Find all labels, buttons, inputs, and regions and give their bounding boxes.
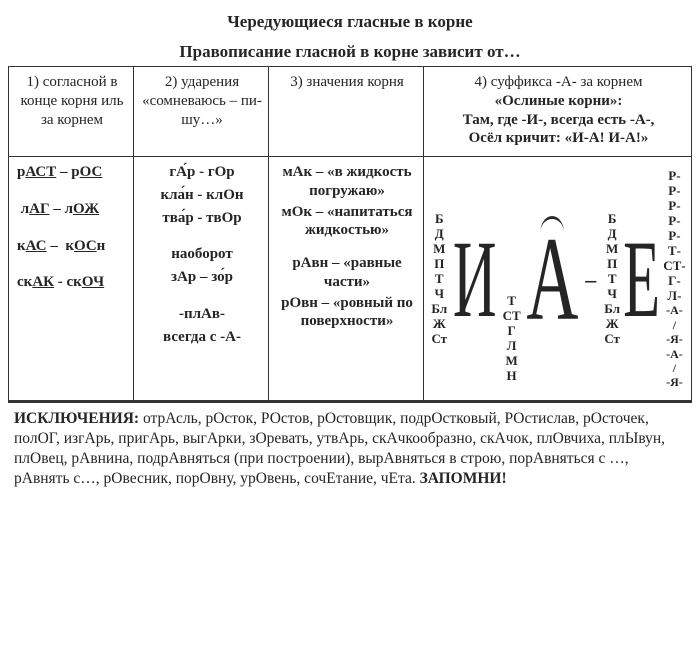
big-letter-e: Е	[623, 230, 660, 329]
stack-letter: Ч	[604, 287, 620, 302]
stack-letter: П	[431, 257, 447, 272]
left-stack: БДМПТЧБлЖСт	[431, 212, 447, 346]
suffix-lines: -А- / -Я--А- / -Я-	[663, 303, 685, 389]
header-col4-line1: 4) суффикса -А- за корнем	[432, 73, 685, 92]
donkey-diagram: БДМПТЧБлЖСт И ТСТГЛМН А – БДМПТЧБлЖСт Е …	[432, 163, 685, 392]
stack-letter: М	[503, 354, 521, 369]
stress-example: кла́н - клОн	[142, 186, 262, 205]
stack-letter: Бл	[604, 302, 620, 317]
mid-stack: ТСТГЛМН	[503, 294, 521, 384]
exceptions-block: ИСКЛЮЧЕНИЯ: отрАсль, рОсток, РОстов, рОс…	[8, 401, 692, 498]
stack-letter: Бл	[431, 302, 447, 317]
suffix-line: -А- / -Я-	[663, 347, 685, 390]
cell-col1: рАСТ – рОС лАГ – лОЖ кАС – кОСн скАК - скО…	[9, 157, 134, 401]
stack-letter: Ст	[604, 332, 620, 347]
stack-letter: Р-	[663, 199, 685, 214]
stack-letter: Л	[503, 339, 521, 354]
stack-letter: М	[604, 242, 620, 257]
main-table: 1) согласной в конце кор­ня иль за корне…	[8, 66, 692, 401]
meaning-example: мОк – «на­питаться жидкостью»	[277, 203, 417, 241]
stack-letter: Д	[604, 227, 620, 242]
root-pair: лАГ – лОЖ	[17, 200, 127, 219]
far-right-group: Р-Р-Р-Р-Р-Т-СТ-Г-Л- -А- / -Я--А- / -Я-	[663, 169, 685, 390]
stack-letter: Ж	[431, 317, 447, 332]
stack-letter: Т	[503, 294, 521, 309]
meaning-example: мАк – «в жидкость погружаю»	[277, 163, 417, 201]
stack-letter: Т	[431, 272, 447, 287]
cell-col3: мАк – «в жидкость погружаю»мОк – «на­пит…	[269, 157, 424, 401]
header-col3: 3) значения корня	[269, 67, 424, 157]
stack-letter: СТ	[503, 309, 521, 324]
stack-letter: Р-	[663, 229, 685, 244]
root-pair: кАС – кОСн	[17, 237, 127, 256]
header-col4-line3: Там, где -И-, всегда есть -А-,	[432, 111, 685, 130]
cell-col2: гА́р - гОр кла́н - клОн тва́р - твОр наобор…	[134, 157, 269, 401]
stack-letter: Д	[431, 227, 447, 242]
stack-letter: Г	[503, 324, 521, 339]
stack-letter: Б	[604, 212, 620, 227]
header-col2: 2) ударения «сомнева­юсь – пи­шу…»	[134, 67, 269, 157]
header-col1: 1) согласной в конце кор­ня иль за корне…	[9, 67, 134, 157]
header-col4-line4: Осёл кричит: «И-А! И-А!»	[432, 129, 685, 148]
stack-letter: СТ-	[663, 259, 685, 274]
stress-example: всегда с -А-	[142, 328, 262, 347]
big-letter-a: А	[526, 230, 578, 328]
dash: –	[583, 266, 598, 294]
stack-letter: М	[431, 242, 447, 257]
stress-example: -плАв-	[142, 305, 262, 324]
page-title: Чередующиеся гласные в корне	[8, 12, 692, 32]
page-subtitle: Правописание гласной в корне зависит от…	[8, 42, 692, 62]
stack-letter: Ч	[431, 287, 447, 302]
meaning-example: рАвн – «равные час­ти»	[277, 254, 417, 292]
stack-letter: Ст	[431, 332, 447, 347]
suffix-line: -А- / -Я-	[663, 303, 685, 346]
stress-example: гА́р - гОр	[142, 163, 262, 182]
stack-letter: П	[604, 257, 620, 272]
header-col4: 4) суффикса -А- за корнем «Ослиные корни…	[424, 67, 692, 157]
stack-letter: Ж	[604, 317, 620, 332]
stress-example: тва́р - твОр	[142, 209, 262, 228]
far-stack: Р-Р-Р-Р-Р-Т-СТ-Г-Л-	[663, 169, 685, 303]
stack-letter: Р-	[663, 184, 685, 199]
cell-col4: БДМПТЧБлЖСт И ТСТГЛМН А – БДМПТЧБлЖСт Е …	[424, 157, 692, 401]
stress-example: зАр – зо́р	[142, 268, 262, 287]
stack-letter: Г-	[663, 274, 685, 289]
stack-letter: Р-	[663, 214, 685, 229]
header-col4-line2: «Ослиные корни»:	[432, 92, 685, 111]
root-pair: скАК - скОЧ	[17, 273, 127, 292]
stack-letter: Б	[431, 212, 447, 227]
meaning-example: рОвн – «ровный по поверхности»	[277, 294, 417, 332]
stress-example: наоборот	[142, 245, 262, 264]
root-pair: рАСТ – рОС	[17, 163, 127, 182]
stack-letter: Т	[604, 272, 620, 287]
stack-letter: Н	[503, 369, 521, 384]
stack-letter: Р-	[663, 169, 685, 184]
right-stack: БДМПТЧБлЖСт	[604, 212, 620, 346]
stack-letter: Т-	[663, 244, 685, 259]
stack-letter: Л-	[663, 289, 685, 304]
big-letter-i: И	[453, 230, 497, 329]
